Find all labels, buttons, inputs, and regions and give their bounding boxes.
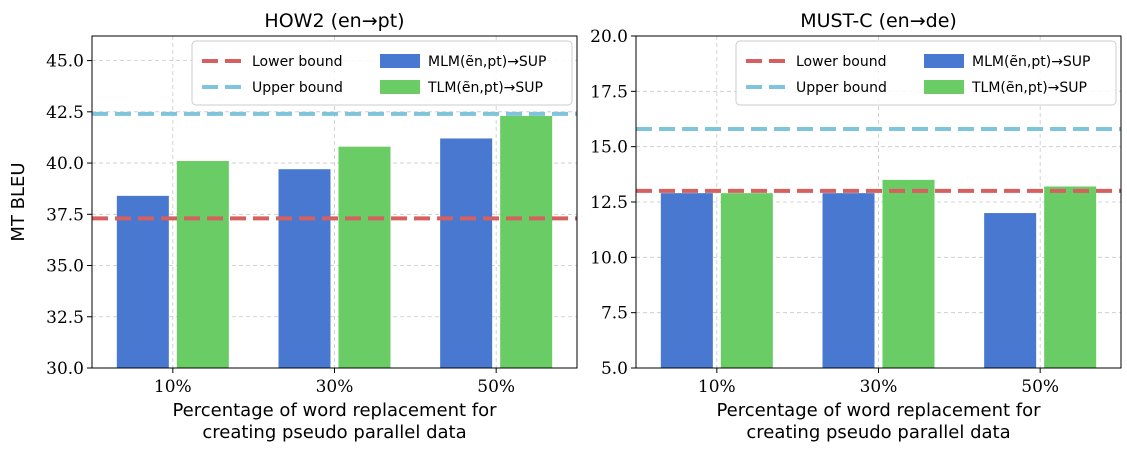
- bar-mlm-10pct: [116, 195, 169, 368]
- chart-title: HOW2 (en→pt): [264, 10, 404, 32]
- x-axis-label-line: creating pseudo parallel data: [746, 422, 1010, 443]
- chart-title: MUST-C (en→de): [800, 10, 957, 32]
- ytick-label: 17.5: [590, 82, 628, 102]
- legend-swatch-tlm: [924, 80, 964, 94]
- ytick-label: 45.0: [46, 52, 84, 72]
- ytick-label: 35.0: [46, 257, 84, 277]
- ytick-label: 40.0: [46, 154, 84, 174]
- ytick-label: 32.5: [46, 308, 84, 328]
- bar-tlm-30pct: [882, 179, 935, 368]
- bar-mlm-30pct: [278, 169, 331, 368]
- xtick-label: 10%: [154, 377, 192, 397]
- xtick-label: 50%: [477, 377, 515, 397]
- legend-label: TLM(ẽn,pt)→SUP: [971, 80, 1087, 96]
- legend-label: Upper bound: [796, 80, 887, 96]
- x-axis-label-line: creating pseudo parallel data: [202, 422, 466, 443]
- legend-swatch-mlm: [380, 54, 420, 68]
- chart-how2: 30.0 32.5 35.0 37.5 40.0 42.5 45.0 10% 30% 50% HOW…: [8, 10, 578, 443]
- bar-mlm-10pct: [660, 193, 713, 368]
- y-axis-label: MT BLEU: [8, 162, 29, 241]
- x-axis-label-line: Percentage of word replacement for: [172, 400, 497, 421]
- bar-mlm-50pct: [440, 138, 493, 368]
- ytick-label: 42.5: [46, 103, 84, 123]
- x-axis-label-line: Percentage of word replacement for: [716, 400, 1041, 421]
- chart-mustc: 5.0 7.5 10.0 12.5 15.0 17.5 20.0 10% 30% 50% MUST-…: [590, 10, 1122, 443]
- bar-tlm-10pct: [176, 161, 229, 368]
- legend-label: Upper bound: [252, 80, 343, 96]
- ytick-label: 37.5: [46, 205, 84, 225]
- legend-label: Lower bound: [796, 54, 886, 70]
- ytick-label: 10.0: [590, 248, 628, 268]
- bar-mlm-30pct: [822, 193, 875, 368]
- x-axis-label: Percentage of word replacement for creati…: [172, 400, 497, 443]
- bar-tlm-10pct: [720, 193, 773, 368]
- bar-tlm-30pct: [338, 146, 391, 368]
- legend-label: TLM(ẽn,pt)→SUP: [427, 80, 543, 96]
- legend-label: MLM(ẽn,pt)→SUP: [428, 54, 547, 70]
- legend-swatch-tlm: [380, 80, 420, 94]
- ytick-label: 20.0: [590, 27, 628, 47]
- legend-label: Lower bound: [252, 54, 342, 70]
- bar-tlm-50pct: [1044, 186, 1097, 368]
- ytick-label: 12.5: [590, 193, 628, 213]
- ytick-label: 30.0: [46, 359, 84, 379]
- legend-swatch-mlm: [924, 54, 964, 68]
- xtick-label: 50%: [1021, 377, 1059, 397]
- legend-box: [191, 40, 573, 106]
- ytick-label: 15.0: [590, 138, 628, 158]
- bar-mlm-50pct: [984, 213, 1037, 368]
- bar-tlm-50pct: [500, 115, 553, 368]
- legend-box: [735, 40, 1117, 106]
- xtick-label: 30%: [316, 377, 354, 397]
- legend-label: MLM(ẽn,pt)→SUP: [972, 54, 1091, 70]
- xtick-label: 30%: [860, 377, 898, 397]
- x-axis-label: Percentage of word replacement for creati…: [716, 400, 1041, 443]
- ytick-label: 5.0: [601, 359, 628, 379]
- ytick-label: 7.5: [601, 304, 628, 324]
- xtick-label: 10%: [698, 377, 736, 397]
